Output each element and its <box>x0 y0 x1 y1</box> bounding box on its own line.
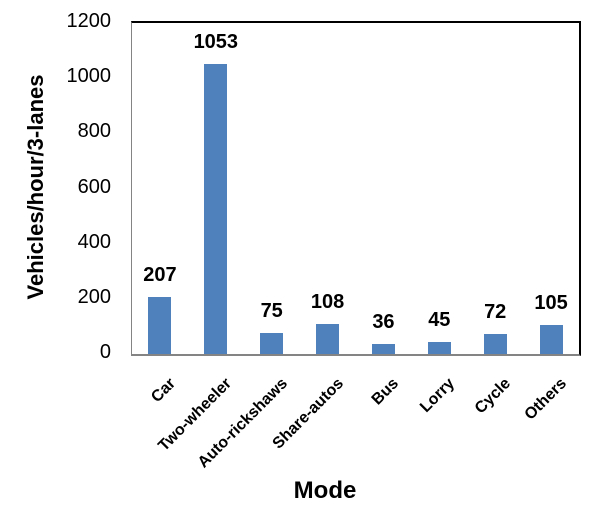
data-label: 75 <box>260 300 283 323</box>
bar-two-wheeler <box>204 63 228 354</box>
y-tick-label: 600 <box>77 175 111 198</box>
y-tick-label: 800 <box>77 120 111 143</box>
plot-area: 207 1053 75 108 36 45 72 105 <box>131 21 581 356</box>
bar-cycle <box>483 334 507 354</box>
bar-share-autos <box>316 324 340 354</box>
y-tick-label: 1000 <box>66 65 112 88</box>
bar-bus <box>371 344 395 354</box>
x-tick-label: Others <box>521 375 571 424</box>
y-tick-label: 400 <box>77 230 111 253</box>
bar-car <box>148 296 172 354</box>
bar-auto-rickshaws <box>260 333 284 354</box>
y-tick-label: 200 <box>77 285 111 308</box>
x-axis-title: Mode <box>293 477 357 504</box>
x-tick-label: Cycle <box>471 375 515 418</box>
bar-lorry <box>427 341 451 354</box>
data-label: 105 <box>534 292 568 315</box>
y-tick-label: 0 <box>99 341 111 363</box>
data-label: 45 <box>428 308 451 331</box>
x-tick-label: Bus <box>369 375 403 409</box>
bar-others <box>539 325 563 354</box>
data-label: 1053 <box>193 30 239 53</box>
x-tick-label: Car <box>148 375 179 406</box>
data-label: 36 <box>372 311 395 334</box>
data-label: 72 <box>484 301 507 324</box>
data-label: 207 <box>143 263 177 286</box>
data-label: 108 <box>310 291 345 314</box>
x-tick-label: Lorry <box>417 375 459 416</box>
y-tick-label: 1200 <box>66 10 112 32</box>
